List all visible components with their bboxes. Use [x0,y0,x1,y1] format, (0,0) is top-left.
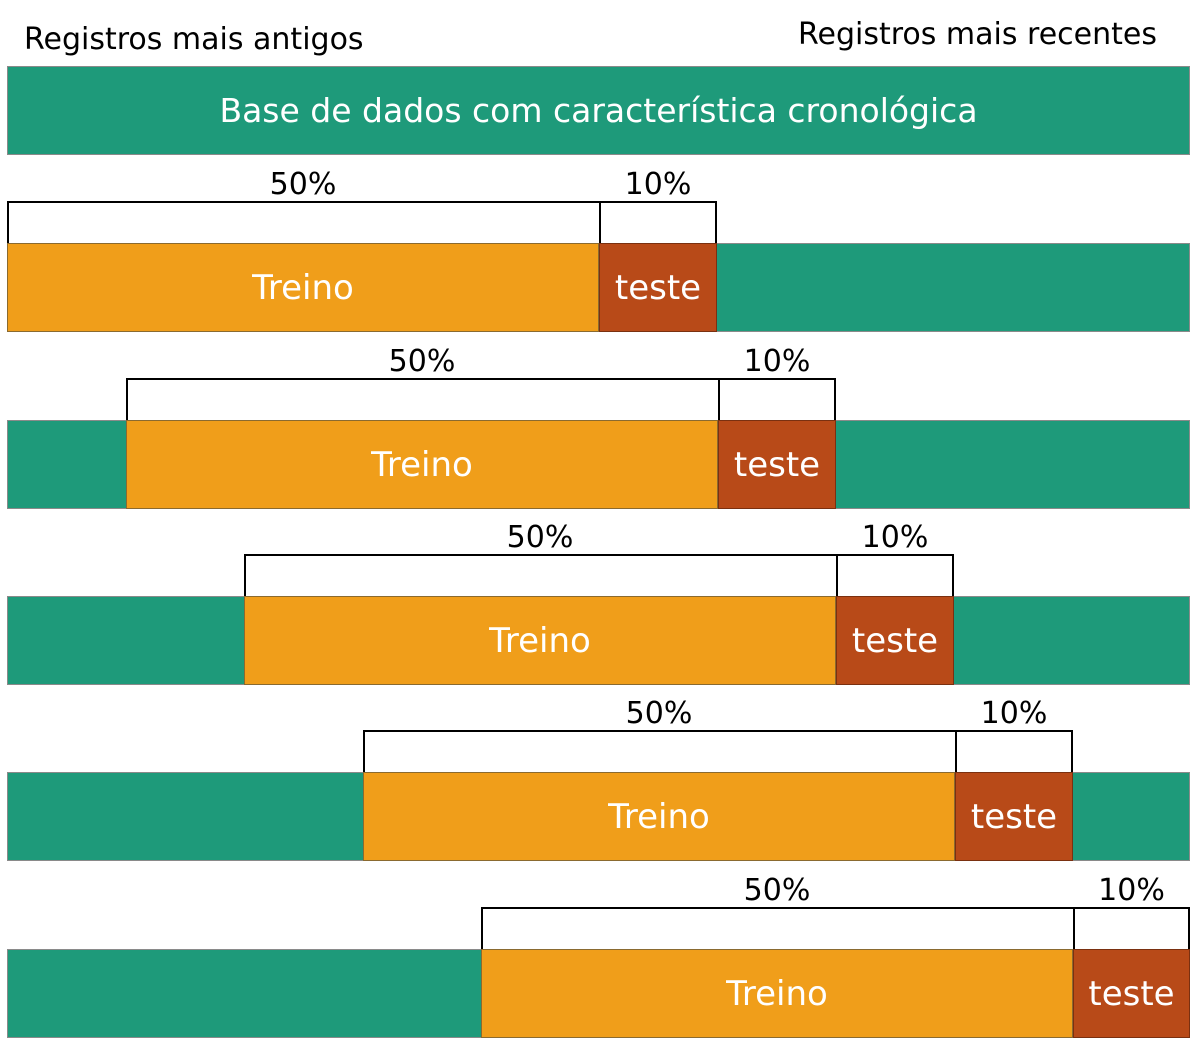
test-segment: teste [718,420,836,509]
window-bracket [244,554,954,596]
window-bracket [363,730,1073,772]
oldest-records-label: Registros mais antigos [24,22,364,58]
test-segment: teste [1073,949,1190,1038]
bracket-divider [599,203,601,243]
train-segment: Treino [244,596,836,685]
train-percent-label: 50% [363,697,955,731]
bracket-divider [955,732,957,772]
bracket-divider [718,380,720,420]
newest-records-label: Registros mais recentes [798,17,1157,53]
window-bracket [7,201,717,243]
train-segment: Treino [363,772,955,861]
bracket-divider [1073,909,1075,949]
window-bracket [126,378,836,420]
test-percent-label: 10% [836,521,954,555]
test-segment: teste [599,243,717,332]
train-segment: Treino [7,243,599,332]
bracket-divider [836,556,838,596]
test-percent-label: 10% [955,697,1073,731]
train-percent-label: 50% [7,168,599,202]
test-percent-label: 10% [1073,874,1190,908]
base-dataset-bar: Base de dados com característica cronoló… [7,66,1190,155]
test-segment: teste [836,596,954,685]
base-dataset-title: Base de dados com característica cronoló… [8,67,1189,154]
test-percent-label: 10% [718,345,836,379]
train-percent-label: 50% [481,874,1073,908]
test-percent-label: 10% [599,168,717,202]
train-percent-label: 50% [126,345,718,379]
train-segment: Treino [481,949,1073,1038]
test-segment: teste [955,772,1073,861]
window-bracket [481,907,1190,949]
train-percent-label: 50% [244,521,836,555]
train-segment: Treino [126,420,718,509]
